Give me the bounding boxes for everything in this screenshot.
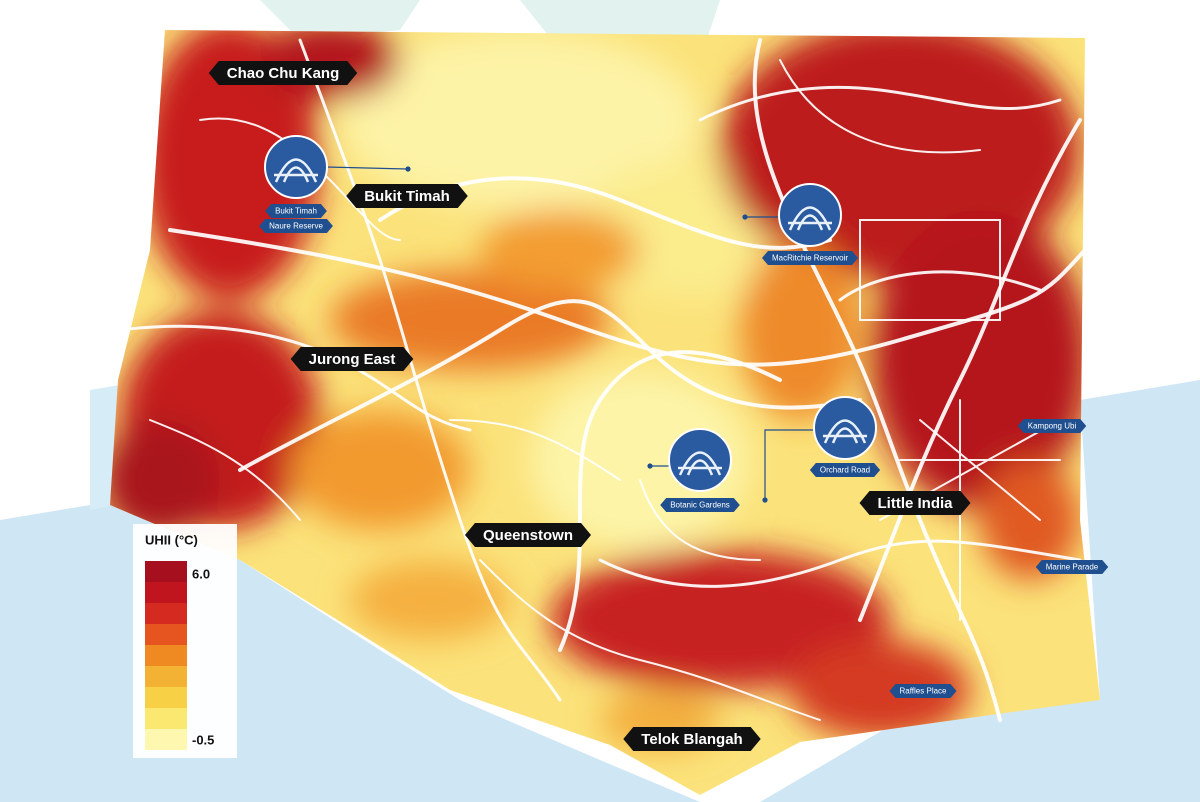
district-name: Little India xyxy=(878,495,954,512)
landmark-icon xyxy=(778,183,842,247)
landmark-label: MacRitchie Reservoir xyxy=(761,251,859,265)
roads xyxy=(118,38,1087,722)
landmark-label: Botanic Gardens xyxy=(660,498,740,512)
district-label: Chao Chu Kang xyxy=(208,61,358,85)
icon-art xyxy=(678,451,722,476)
legend-min: -0.5 xyxy=(192,732,214,747)
legend-swatch xyxy=(145,582,187,603)
district-label: Telok Blangah xyxy=(623,727,761,751)
district-label: Queenstown xyxy=(464,523,592,547)
icon-art xyxy=(823,419,867,444)
landmark-name: Bukit Timah xyxy=(275,207,317,216)
landmark-label: Naure Reserve xyxy=(259,219,333,233)
icon-art xyxy=(788,206,832,231)
landmark-badge xyxy=(889,684,957,698)
district-name: Jurong East xyxy=(309,351,396,368)
legend-swatch xyxy=(145,561,187,582)
landmark-icon xyxy=(264,135,328,199)
landmark-name: Botanic Gardens xyxy=(670,501,730,510)
district-name: Chao Chu Kang xyxy=(227,65,340,82)
district-label: Little India xyxy=(859,491,971,515)
legend-swatch xyxy=(145,708,187,729)
labels: Chao Chu Kang Bukit Timah Jurong East Queen… xyxy=(208,61,1109,751)
landmark-label: Kampong Ubi xyxy=(1017,419,1087,433)
district-badge xyxy=(346,184,468,208)
district-name: Telok Blangah xyxy=(641,731,742,748)
legend-title: UHII (°C) xyxy=(145,532,198,547)
landmark-badge xyxy=(809,463,881,477)
district-badge xyxy=(623,727,761,751)
legend-swatch xyxy=(145,687,187,708)
landmark-icon xyxy=(813,396,877,460)
legend-swatch xyxy=(145,603,187,624)
district-badge xyxy=(859,491,971,515)
landmark-label: Marine Parade xyxy=(1035,560,1109,574)
landmark-name: Kampong Ubi xyxy=(1028,422,1077,431)
district-name: Bukit Timah xyxy=(364,188,450,205)
landmark-name: Raffles Place xyxy=(900,687,948,696)
legend: UHII (°C) 6.0 -0.5 xyxy=(133,524,237,758)
landmark-name: MacRitchie Reservoir xyxy=(772,254,848,263)
legend-max: 6.0 xyxy=(192,566,210,581)
landmark-name: Naure Reserve xyxy=(269,222,323,231)
landmark-name: Marine Parade xyxy=(1046,563,1099,572)
legend-swatch xyxy=(145,624,187,645)
landmark-badge xyxy=(259,219,333,233)
district-badge xyxy=(208,61,358,85)
legend-swatch xyxy=(145,729,187,750)
landmark-badge xyxy=(1017,419,1087,433)
icon-art xyxy=(274,158,318,183)
district-badge xyxy=(464,523,592,547)
landmark-icon xyxy=(668,428,732,492)
landmark-badge xyxy=(1035,560,1109,574)
district-name: Queenstown xyxy=(483,527,573,544)
legend-swatch xyxy=(145,666,187,687)
district-label: Jurong East xyxy=(290,347,414,371)
landmark-label: Orchard Road xyxy=(809,463,881,477)
landmark-icons xyxy=(264,135,877,492)
landmark-label: Raffles Place xyxy=(889,684,957,698)
legend-swatch xyxy=(145,645,187,666)
district-badge xyxy=(290,347,414,371)
landmark-badge xyxy=(660,498,740,512)
district-label: Bukit Timah xyxy=(346,184,468,208)
connectors xyxy=(325,166,815,503)
landmark-badge xyxy=(761,251,859,265)
landmark-name: Orchard Road xyxy=(820,466,870,475)
landmark-label: Bukit Timah xyxy=(265,204,327,218)
landmark-badge xyxy=(265,204,327,218)
